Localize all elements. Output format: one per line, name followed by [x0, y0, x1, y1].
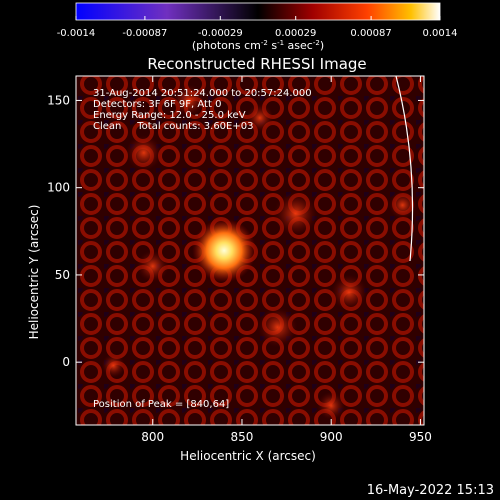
colorbar-gradient — [75, 2, 441, 21]
annotation-counts: Clean Total counts: 3.60E+03 — [93, 121, 253, 132]
solar-limb — [395, 76, 414, 262]
chart-title: Reconstructed RHESSI Image — [147, 55, 366, 73]
colorbar-tick-label: -0.00029 — [198, 28, 243, 39]
colorbar-ticks: -0.0014 -0.00087 -0.00029 0.00029 0.00087 0.0… — [57, 16, 458, 39]
colorbar-tick-label: -0.00087 — [122, 28, 167, 39]
emission-blob — [257, 307, 298, 348]
annotation-energy: Energy Range: 12.0 - 25.0 keV — [93, 110, 246, 121]
axis-ticks: 800 850 900 950 0 50 100 150 — [47, 76, 432, 444]
peak-source — [192, 218, 257, 283]
peak-position-label: Position of Peak = [840,64] — [93, 399, 229, 410]
annotation-block: 31-Aug-2014 20:51:24.000 to 20:57:24.000… — [93, 88, 312, 132]
annotation-time: 31-Aug-2014 20:51:24.000 to 20:57:24.000 — [93, 88, 312, 99]
x-axis-label: Heliocentric X (arcsec) — [180, 449, 316, 463]
annotation-detectors: Detectors: 3F 6F 9F, Att 0 — [93, 99, 221, 110]
x-tick-label: 800 — [141, 430, 164, 444]
colorbar-tick-label: 0.0014 — [423, 28, 458, 39]
emission-blob — [388, 191, 417, 220]
y-tick-label: 100 — [47, 181, 70, 195]
emission-blob — [331, 274, 368, 311]
plot-frame — [75, 75, 425, 426]
colorbar-tick-label: -0.0014 — [57, 28, 96, 39]
y-axis-label: Heliocentric Y (arcsec) — [27, 205, 41, 340]
y-tick-label: 50 — [55, 268, 70, 282]
x-tick-label: 900 — [320, 430, 343, 444]
image-area — [76, 76, 424, 425]
y-tick-label: 150 — [47, 93, 70, 107]
emission-blob — [172, 84, 205, 117]
x-tick-label: 850 — [231, 430, 254, 444]
footer-timestamp: 16-May-2022 15:13 — [367, 483, 494, 498]
emission-blob — [245, 103, 274, 132]
colorbar: -0.0014 -0.00087 -0.00029 0.00029 0.00087 0.0… — [57, 2, 458, 52]
x-tick-label: 950 — [409, 430, 432, 444]
colorbar-unit-label: (photons cm-2 s-1 asec-2) — [192, 39, 324, 52]
emission-blob — [136, 250, 169, 283]
colorbar-tick-label: 0.00087 — [350, 28, 391, 39]
emission-blobs — [101, 84, 417, 420]
emission-blob — [101, 353, 126, 378]
emission-blob — [273, 191, 318, 236]
colorbar-tick-label: 0.00029 — [275, 28, 316, 39]
emission-blob — [125, 134, 162, 171]
emission-blob — [317, 391, 346, 420]
y-tick-label: 0 — [62, 355, 70, 369]
